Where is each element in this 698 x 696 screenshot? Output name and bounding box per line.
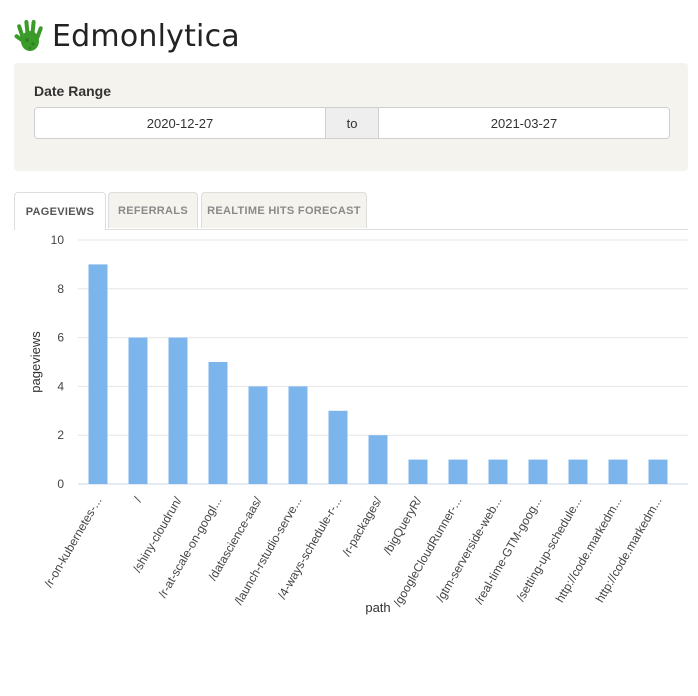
app-header: Edmonlytica [14,14,240,58]
y-tick-label: 0 [57,477,64,491]
bar[interactable] [208,362,228,484]
pageviews-bar-chart: 0246810/r-on-kubernetes-...//shiny-cloud… [28,233,688,615]
y-tick-label: 6 [57,331,64,345]
bar[interactable] [88,264,108,484]
start-date-input[interactable] [35,108,325,138]
x-tick-label: / [131,494,145,504]
bar[interactable] [168,337,188,484]
x-tick-label: /r-packages/ [339,494,384,559]
tab-pageviews[interactable]: PAGEVIEWS [14,192,106,230]
bar[interactable] [528,459,548,484]
bar[interactable] [648,459,668,484]
date-range-picker: to [34,107,670,139]
bar[interactable] [368,435,388,484]
app-title: Edmonlytica [52,18,240,54]
bar[interactable] [128,337,148,484]
date-range-panel: Date Range to [14,63,688,171]
bar[interactable] [248,386,268,484]
tab-bar: PAGEVIEWS REFERRALS REALTIME HITS FORECA… [14,192,688,230]
y-tick-label: 10 [51,233,65,247]
tab-referrals[interactable]: REFERRALS [108,192,198,228]
bar[interactable] [568,459,588,484]
bar[interactable] [288,386,308,484]
y-tick-label: 8 [57,282,64,296]
x-tick-label: /r-on-kubernetes-... [41,495,104,590]
bar[interactable] [408,459,428,484]
date-range-separator: to [325,108,379,138]
x-axis-title: path [365,600,390,615]
y-axis-title: pageviews [28,331,43,393]
bar[interactable] [488,459,508,484]
date-range-label: Date Range [34,83,112,99]
x-tick-label: /bigQueryR/ [380,494,424,557]
tab-realtime-hits-forecast[interactable]: REALTIME HITS FORECAST [201,192,367,228]
bar[interactable] [328,410,348,484]
end-date-input[interactable] [379,108,669,138]
bar[interactable] [608,459,628,484]
bar[interactable] [448,459,468,484]
y-tick-label: 4 [57,379,64,393]
y-tick-label: 2 [57,428,64,442]
green-handprint-icon [14,20,43,51]
